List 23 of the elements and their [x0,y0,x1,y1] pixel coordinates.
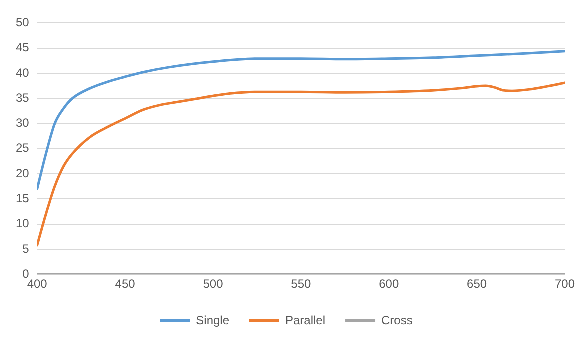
x-tick-label: 450 [115,277,136,292]
legend-label: Parallel [286,313,326,328]
legend-label: Cross [382,313,413,328]
line-series [37,50,565,190]
x-tick-label: 400 [27,277,48,292]
x-tick-label: 700 [554,277,576,292]
y-tick-label: 0 [22,266,30,281]
line-series [37,82,565,247]
y-tick-label: 15 [16,191,30,206]
y-tick-label: 35 [16,90,30,105]
x-tick-label: 500 [203,277,224,292]
y-tick-label: 30 [16,116,30,130]
y-tick-label: 5 [22,242,30,256]
x-tick-label: 600 [379,277,400,292]
y-tick-label: 10 [16,216,30,231]
y-tick-label: 50 [16,16,30,30]
y-tick-label: 20 [16,166,30,180]
x-tick-label: 650 [467,277,488,292]
x-tick-label: 550 [291,277,312,292]
y-tick-label: 40 [16,66,30,80]
y-tick-label: 45 [16,40,30,55]
legend-label: Single [196,313,230,328]
y-tick-label: 25 [16,141,30,156]
